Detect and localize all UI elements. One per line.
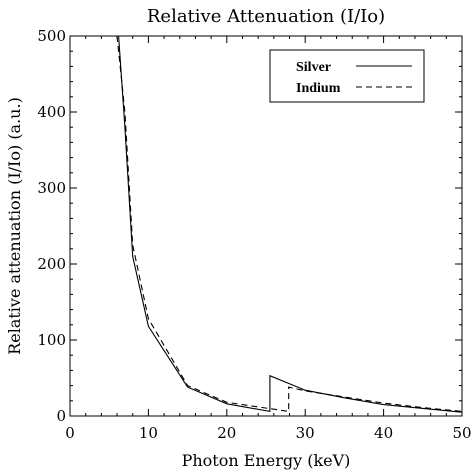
y-tick-label: 300: [37, 179, 66, 197]
legend: Silver Indium: [269, 49, 425, 103]
y-axis-label: Relative attenuation (I/Io) (a.u.): [5, 97, 24, 355]
legend-label-indium: Indium: [296, 81, 341, 96]
legend-label-silver: Silver: [296, 60, 331, 75]
y-tick-label: 400: [37, 103, 66, 121]
x-tick-label: 50: [452, 424, 471, 442]
x-tick-label: 10: [139, 424, 158, 442]
legend-box: [269, 49, 425, 103]
x-tick-label: 20: [217, 424, 236, 442]
y-tick-label: 200: [37, 255, 66, 273]
y-tick-label: 500: [37, 27, 66, 45]
y-tick-label: 0: [56, 407, 66, 425]
x-tick-label: 40: [374, 424, 393, 442]
series-lines: [116, 35, 463, 413]
plot-frame: [69, 35, 463, 417]
x-tick-label: 30: [296, 424, 315, 442]
chart-title: Relative Attenuation (I/Io): [147, 6, 385, 27]
y-tick-label: 100: [37, 331, 66, 349]
x-tick-label: 0: [65, 424, 75, 442]
series-line-silver: [118, 35, 463, 413]
x-axis-label: Photon Energy (keV): [182, 451, 351, 470]
